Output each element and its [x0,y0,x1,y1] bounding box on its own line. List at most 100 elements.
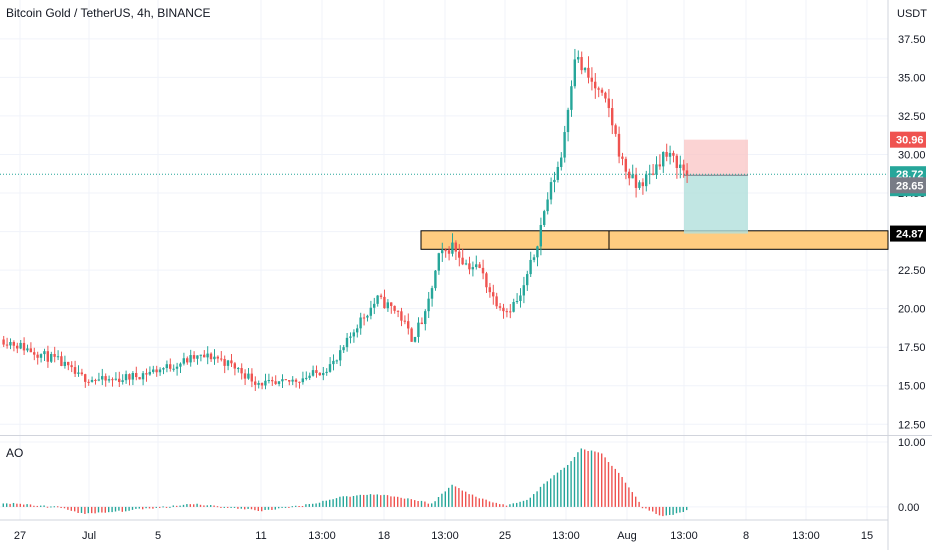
candle-body [468,263,471,270]
ao-bar [111,506,113,513]
candle-body [410,328,413,342]
ao-bar [468,494,470,507]
candle-body [536,246,539,258]
ao-bar [2,503,4,507]
candle-body [607,98,610,109]
candle-body [179,363,182,367]
candle-body [458,251,461,258]
ao-bar [216,506,219,508]
ao-indicator-label[interactable]: AO [6,446,24,460]
candle-body [376,295,379,304]
symbol-title[interactable]: Bitcoin Gold / TetherUS, 4h, BINANCE [6,6,211,20]
ao-bar [267,506,270,510]
price-tick-label: 37.50 [898,34,926,46]
candle-body [12,342,15,346]
candle-body [203,354,206,358]
candle-body [471,267,474,270]
candle-body [430,288,434,299]
ao-bar [104,506,106,513]
ao-bar [373,494,375,507]
ao-bar [53,506,55,508]
ao-bar [590,450,593,507]
candle-body [9,342,12,346]
ao-bar [516,502,518,507]
ao-bar [601,453,603,507]
ao-bar [271,506,273,510]
candle-body [294,379,298,382]
ao-bar [611,465,613,507]
candle-body [665,151,668,157]
candle-body [366,315,369,318]
ao-bar [165,506,168,508]
candle-body [560,157,563,167]
ao-bar [536,491,538,507]
ao-bar [638,501,640,507]
ao-bar [332,499,334,507]
ao-bar [77,506,79,513]
candle-body [332,360,335,365]
candle-body [631,174,634,179]
ao-bar [471,494,474,507]
ao-bar [478,498,480,507]
ao-bar [50,506,52,508]
candle-body [216,356,219,359]
time-tick-label: 13:00 [308,530,336,542]
ao-bar [74,506,76,512]
ao-bar [169,506,171,508]
candle-body [556,166,559,180]
candle-body [237,368,240,370]
ao-bar [322,500,324,507]
candle-body [651,173,655,175]
ao-bar [499,504,501,507]
support-zone[interactable] [420,230,889,250]
stop-area [684,139,748,176]
candle-body [478,264,481,268]
ao-bar [403,498,406,507]
candle-body [512,302,515,312]
candle-body [131,373,134,380]
ao-bar [114,506,117,512]
candle-body [495,296,498,307]
candle-body [77,372,80,374]
candle-body [196,355,199,359]
ao-bar [254,506,256,511]
ao-bar [495,502,497,507]
ao-bar [189,504,191,507]
ao-bar [356,495,358,507]
ao-bar [686,506,688,511]
ao-bar [342,496,344,507]
candle-body [328,364,332,372]
long-position-tool[interactable] [684,139,748,234]
ao-bar [257,506,259,512]
candle-body [481,267,485,274]
candle-body [288,380,291,382]
ao-bar [512,503,514,507]
ao-bar [675,506,678,514]
ao-bar [607,462,610,507]
candle-body [152,369,155,372]
candle-body [121,380,124,382]
ao-bar [662,506,664,517]
candle-body [570,86,573,110]
time-axis[interactable]: 27 Jul 5 11 13:00 18 13:00 25 13:00 Aug 13:00 8 13:0… [14,530,873,542]
candle-body [206,353,209,358]
candle-body [342,347,345,351]
ao-bar [631,492,633,507]
ao-bar [526,499,528,507]
time-tick-label: 5 [155,530,161,542]
ao-bar [179,505,181,507]
candle-body [356,328,359,333]
candle-body [441,250,444,254]
ao-bar [57,506,59,508]
ao-bar [318,502,321,507]
ao-bar [67,506,69,510]
ao-bar [645,506,647,509]
time-tick-label: 15 [861,530,873,542]
price-tick-label: 22.50 [898,265,926,277]
time-tick-label: Jul [82,530,96,542]
price-tick-label: 20.00 [898,304,926,316]
candle-body [424,311,427,325]
ao-bar [40,505,42,507]
candle-body [107,379,111,381]
